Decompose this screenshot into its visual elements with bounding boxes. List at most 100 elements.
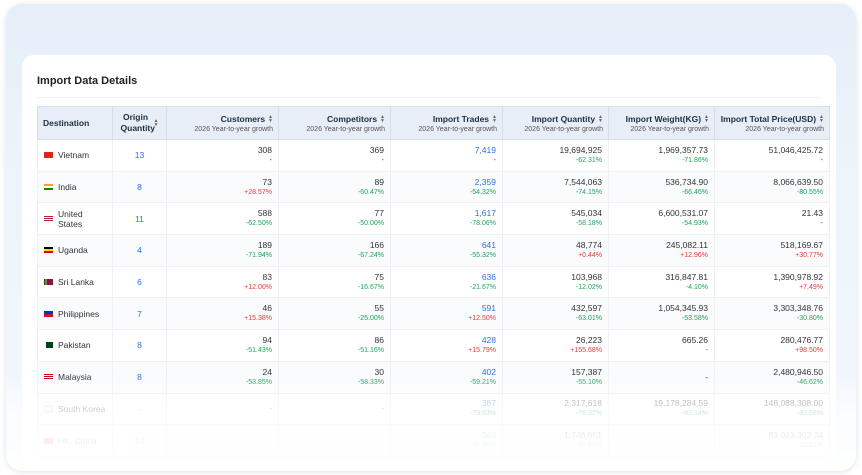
sort-icon[interactable]: ▲ ▼ <box>598 113 603 124</box>
customers-cell: - <box>166 393 279 426</box>
sort-icon[interactable]: ▲ ▼ <box>819 113 824 124</box>
origin-quantity-value[interactable]: 6 <box>137 277 142 288</box>
origin-quantity-cell[interactable]: 4 <box>112 234 167 267</box>
sort-icon[interactable]: ▲ ▼ <box>380 113 385 124</box>
import-trades-value[interactable]: 591 <box>481 303 496 314</box>
header-subtitle: 2026 Year-to-year growth <box>524 125 603 133</box>
header-subtitle: 2026 Year-to-year growth <box>418 125 497 133</box>
import-trades-value[interactable]: 2,359 <box>474 176 496 187</box>
header-import-trades-label: Import Trades <box>432 113 490 124</box>
sort-icon[interactable]: ▲ ▼ <box>153 118 159 128</box>
header-import-total-price[interactable]: Import Total Price(USD) ▲ ▼ 2026 Year-to-y… <box>714 106 830 140</box>
import-trades-value[interactable]: 428 <box>481 334 496 345</box>
competitors-value: 89 <box>374 176 384 187</box>
origin-quantity-value[interactable]: 13 <box>134 150 145 161</box>
vietnam-flag-icon <box>44 152 53 159</box>
table-header-row: Destination Origin Quantity ▲ ▼ Customers… <box>37 106 830 140</box>
destination-name: Vietnam <box>58 150 90 161</box>
destination-name: Philippines <box>58 308 100 319</box>
origin-quantity-value[interactable]: 4 <box>137 245 142 256</box>
sort-icon[interactable]: ▲ ▼ <box>268 113 273 124</box>
sri-lanka-flag-icon <box>44 279 53 286</box>
customers-value: 24 <box>262 366 272 377</box>
import-total-price-growth: -30.80% <box>796 315 823 323</box>
origin-quantity-value[interactable]: - <box>138 403 141 414</box>
import-trades-value[interactable]: 340 <box>481 430 496 441</box>
customers-cell: 94 -51.43% <box>166 329 279 362</box>
competitors-growth: -67.24% <box>357 251 384 259</box>
import-total-price-value: 280,476.77 <box>780 334 823 345</box>
table-row: Philippines 7 46 +15.38% 55 -25.00% 591 … <box>37 297 830 331</box>
import-trades-cell: 2,359 -54.32% <box>390 171 503 204</box>
origin-quantity-value[interactable]: 14 <box>134 435 145 446</box>
origin-quantity-value[interactable]: 7 <box>137 308 142 319</box>
pakistan-flag-icon <box>44 342 53 349</box>
destination-name: United States <box>58 208 83 229</box>
origin-quantity-cell[interactable]: 8 <box>112 171 167 204</box>
destination-cell: Philippines <box>37 297 113 331</box>
origin-quantity-value[interactable]: 8 <box>137 340 142 351</box>
import-total-price-value: 3,303,348.76 <box>773 303 823 314</box>
import-quantity-cell: 48,774 +0.44% <box>502 234 609 267</box>
import-quantity-value: 26,223 <box>576 334 602 345</box>
customers-cell: 588 -62.50% <box>166 202 279 236</box>
table-row: HK, China 14 340 -36.99% 1,746,051 -37.8… <box>37 424 830 457</box>
origin-quantity-cell[interactable]: 11 <box>112 202 167 236</box>
header-import-trades[interactable]: Import Trades ▲ ▼ 2026 Year-to-year growth <box>390 106 503 140</box>
customers-growth: -51.43% <box>245 346 272 354</box>
origin-quantity-cell[interactable]: 8 <box>112 329 167 362</box>
header-import-quantity[interactable]: Import Quantity ▲ ▼ 2026 Year-to-year grow… <box>502 106 609 140</box>
import-trades-value[interactable]: 641 <box>481 239 496 250</box>
destination-name: Pakistan <box>58 340 91 351</box>
origin-quantity-value[interactable]: 11 <box>135 213 144 224</box>
import-weight-growth: -71.86% <box>681 156 708 164</box>
origin-quantity-cell[interactable]: 8 <box>112 361 167 394</box>
import-weight-value: 19,178,284.59 <box>653 398 708 409</box>
import-weight-cell: - <box>608 361 715 394</box>
india-flag-icon <box>44 184 53 191</box>
import-weight-growth: -4.10% <box>685 283 708 291</box>
header-competitors[interactable]: Competitors ▲ ▼ 2026 Year-to-year growth <box>278 106 391 140</box>
hong-kong-flag-icon <box>44 437 53 444</box>
import-trades-value[interactable]: 1,617 <box>474 208 496 219</box>
import-total-price-cell: 83,023,302.34 -30.31% <box>714 424 830 457</box>
origin-quantity-cell[interactable]: 7 <box>112 297 167 331</box>
import-trades-growth: - <box>493 156 496 164</box>
import-total-price-value: 8,066,639.50 <box>773 176 823 187</box>
import-trades-cell: 7,419 - <box>390 139 503 172</box>
import-trades-value[interactable]: 387 <box>481 398 496 409</box>
customers-cell: 83 +12.00% <box>166 266 279 299</box>
customers-value: 189 <box>257 239 272 250</box>
origin-quantity-cell[interactable]: 14 <box>112 424 167 457</box>
origin-quantity-value[interactable]: 8 <box>137 182 142 193</box>
origin-quantity-cell[interactable]: 13 <box>112 139 167 172</box>
header-import-weight[interactable]: Import Weight(KG) ▲ ▼ 2026 Year-to-year gr… <box>608 106 715 140</box>
header-customers[interactable]: Customers ▲ ▼ 2026 Year-to-year growth <box>166 106 279 140</box>
sort-icon[interactable]: ▲ ▼ <box>704 113 709 124</box>
origin-quantity-cell[interactable]: - <box>112 393 167 426</box>
import-quantity-cell: 432,597 -63.01% <box>502 297 609 331</box>
import-trades-value[interactable]: 402 <box>481 366 496 377</box>
import-weight-value: 665.26 <box>682 334 708 345</box>
header-origin-quantity[interactable]: Origin Quantity ▲ ▼ <box>112 106 167 140</box>
import-total-price-cell: 518,169.67 +30.77% <box>714 234 830 267</box>
origin-quantity-value[interactable]: 8 <box>137 372 142 383</box>
origin-quantity-cell[interactable]: 6 <box>112 266 167 299</box>
import-trades-cell: 402 -59.21% <box>390 361 503 394</box>
import-total-price-value: 51,046,425.72 <box>768 144 823 155</box>
import-weight-cell: 1,969,357.73 -71.86% <box>608 139 715 172</box>
import-weight-value: 6,600,531.07 <box>658 208 708 219</box>
destination-name: HK, China <box>58 435 97 446</box>
import-quantity-value: 103,968 <box>571 271 602 282</box>
sort-icon[interactable]: ▲ ▼ <box>492 113 497 124</box>
import-trades-value[interactable]: 7,419 <box>474 144 496 155</box>
customers-cell: 189 -71.94% <box>166 234 279 267</box>
malaysia-flag-icon <box>44 374 53 381</box>
header-subtitle: 2026 Year-to-year growth <box>194 125 273 133</box>
import-trades-growth: -59.21% <box>469 378 496 386</box>
header-origin-quantity-label: Origin Quantity <box>120 112 155 133</box>
destination-cell: South Korea <box>37 393 113 426</box>
import-trades-value[interactable]: 636 <box>481 271 496 282</box>
competitors-growth: -51.16% <box>357 346 384 354</box>
customers-cell: 46 +15.38% <box>166 297 279 331</box>
